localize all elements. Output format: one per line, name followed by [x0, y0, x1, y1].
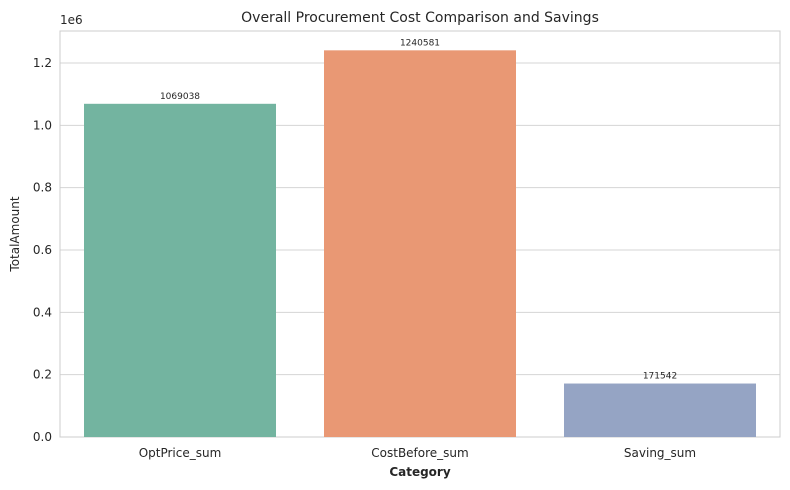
data-label: 171542	[643, 372, 677, 382]
bar-costbefore-sum	[324, 50, 516, 438]
y-tick-label: 0.0	[33, 430, 52, 444]
y-axis-label: TotalAmount	[8, 196, 22, 272]
y-axis-ticks: 0.0 0.2 0.4 0.6 0.8 1.0 1.2	[33, 56, 52, 444]
x-tick-label: CostBefore_sum	[371, 446, 468, 460]
y-tick-label: 0.2	[33, 368, 52, 382]
y-tick-label: 0.8	[33, 181, 52, 195]
y-tick-label: 1.0	[33, 118, 52, 132]
x-axis-ticks: OptPrice_sum CostBefore_sum Saving_sum	[139, 446, 696, 460]
data-label: 1240581	[400, 38, 440, 48]
x-axis-label: Category	[389, 465, 451, 479]
y-axis-offset-label: 1e6	[60, 13, 83, 27]
bar-optprice-sum	[84, 103, 276, 437]
data-label: 1069038	[160, 92, 200, 102]
y-tick-label: 1.2	[33, 56, 52, 70]
bar-saving-sum	[564, 383, 756, 437]
y-tick-label: 0.4	[33, 305, 52, 319]
chart-title: Overall Procurement Cost Comparison and …	[241, 10, 599, 26]
x-tick-label: OptPrice_sum	[139, 446, 222, 460]
label-layer: 1069038 1240581 171542	[160, 38, 677, 381]
bar-layer	[84, 50, 756, 438]
y-tick-label: 0.6	[33, 243, 52, 257]
x-tick-label: Saving_sum	[624, 446, 696, 460]
